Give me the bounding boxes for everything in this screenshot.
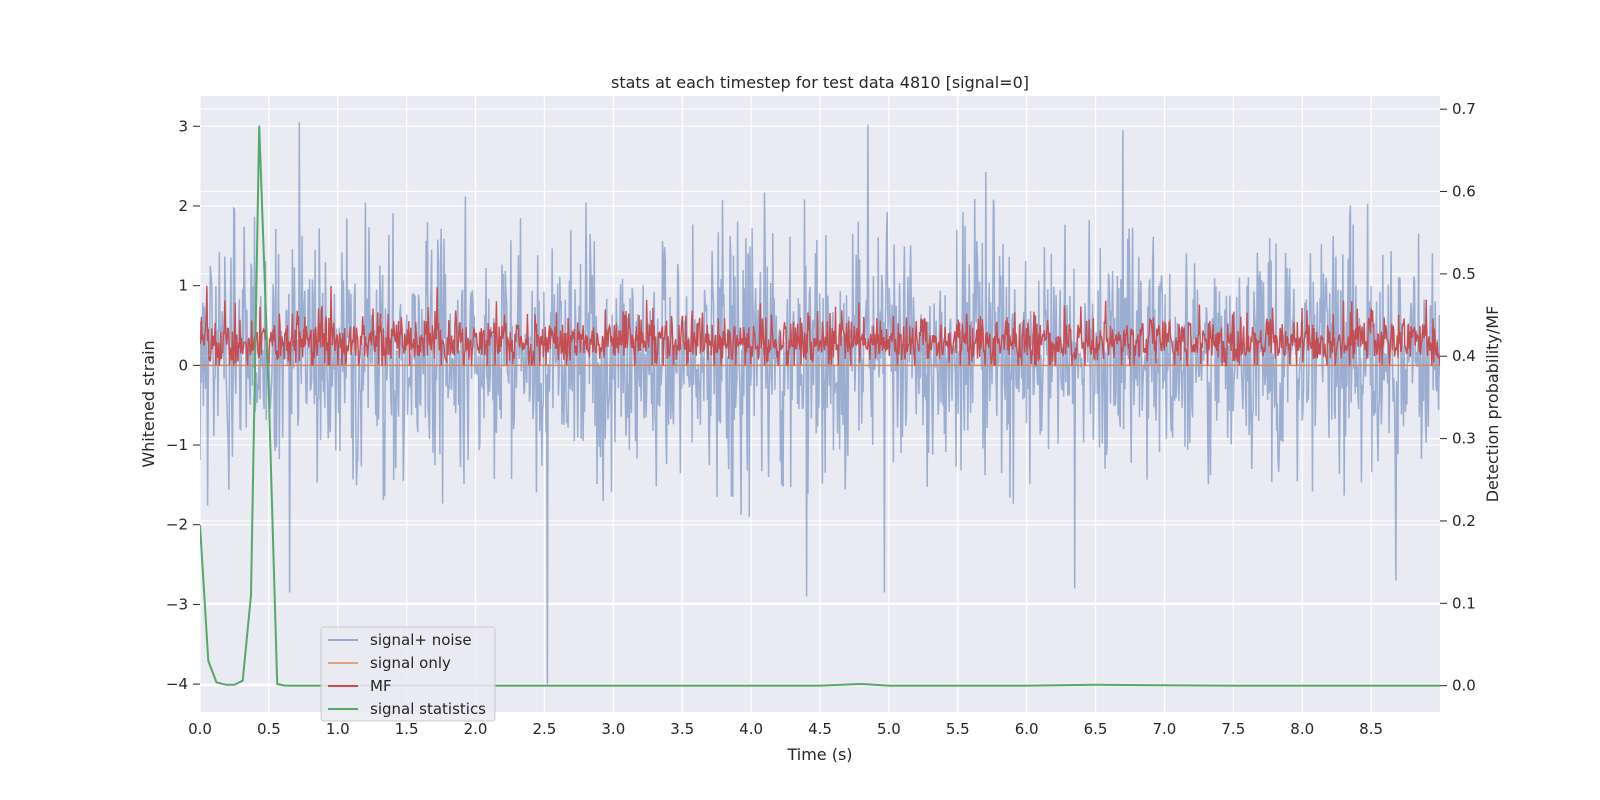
tick-layer: 0.0 0.5 1.0 1.5 2.0 2.5 3.0 3.5 4.0 4.5 5.0 5.5 6.0 6…	[166, 100, 1476, 738]
x-tick-label: 3.0	[601, 720, 625, 738]
legend-box	[320, 626, 496, 722]
legend-label-signal-noise: signal+ noise	[370, 631, 472, 649]
y2-tick-label: 0.0	[1452, 677, 1476, 695]
y2-tick-label: 0.4	[1452, 347, 1476, 365]
x-tick-label: 0.5	[257, 720, 281, 738]
y2-tick-label: 0.5	[1452, 265, 1476, 283]
y2-tick-label: 0.7	[1452, 100, 1476, 118]
x-tick-label: 2.0	[464, 720, 488, 738]
y2-tick-label: 0.6	[1452, 183, 1476, 201]
y-axis-label: Whitened strain	[139, 340, 158, 467]
x-tick-label: 8.5	[1359, 720, 1383, 738]
x-tick-label: 5.0	[877, 720, 901, 738]
legend-label-signal-statistics: signal statistics	[370, 700, 486, 718]
x-tick-label: 4.0	[739, 720, 763, 738]
y-tick-label: −1	[166, 436, 188, 454]
x-tick-label: 6.0	[1015, 720, 1039, 738]
y2-tick-label: 0.1	[1452, 594, 1476, 612]
x-tick-label: 3.5	[670, 720, 694, 738]
y-tick-label: −2	[166, 516, 188, 534]
series-mf	[200, 285, 1440, 367]
x-tick-label: 0.0	[188, 720, 212, 738]
x-tick-label: 8.0	[1290, 720, 1314, 738]
y2-axis-label: Detection probability/MF	[1483, 306, 1502, 503]
x-tick-label: 6.5	[1084, 720, 1108, 738]
y-tick-label: −4	[166, 675, 188, 693]
y2-tick-label: 0.3	[1452, 430, 1476, 448]
y-tick-label: 0	[178, 356, 188, 374]
x-tick-label: 1.0	[326, 720, 350, 738]
y-tick-label: 1	[178, 277, 188, 295]
chart-title: stats at each timestep for test data 481…	[611, 73, 1029, 92]
legend: signal+ noise signal only MF signal stat…	[320, 626, 496, 722]
x-tick-label: 5.5	[946, 720, 970, 738]
y-tick-label: −3	[166, 595, 188, 613]
legend-label-mf: MF	[370, 677, 392, 695]
x-tick-label: 7.5	[1221, 720, 1245, 738]
series-signal-noise	[200, 122, 1440, 685]
y-tick-label: 2	[178, 197, 188, 215]
x-tick-label: 1.5	[395, 720, 419, 738]
y2-tick-label: 0.2	[1452, 512, 1476, 530]
x-tick-label: 7.0	[1153, 720, 1177, 738]
y-tick-label: 3	[178, 117, 188, 135]
legend-label-signal-only: signal only	[370, 654, 451, 672]
x-axis-label: Time (s)	[786, 745, 852, 764]
x-tick-label: 2.5	[533, 720, 557, 738]
x-tick-label: 4.5	[808, 720, 832, 738]
